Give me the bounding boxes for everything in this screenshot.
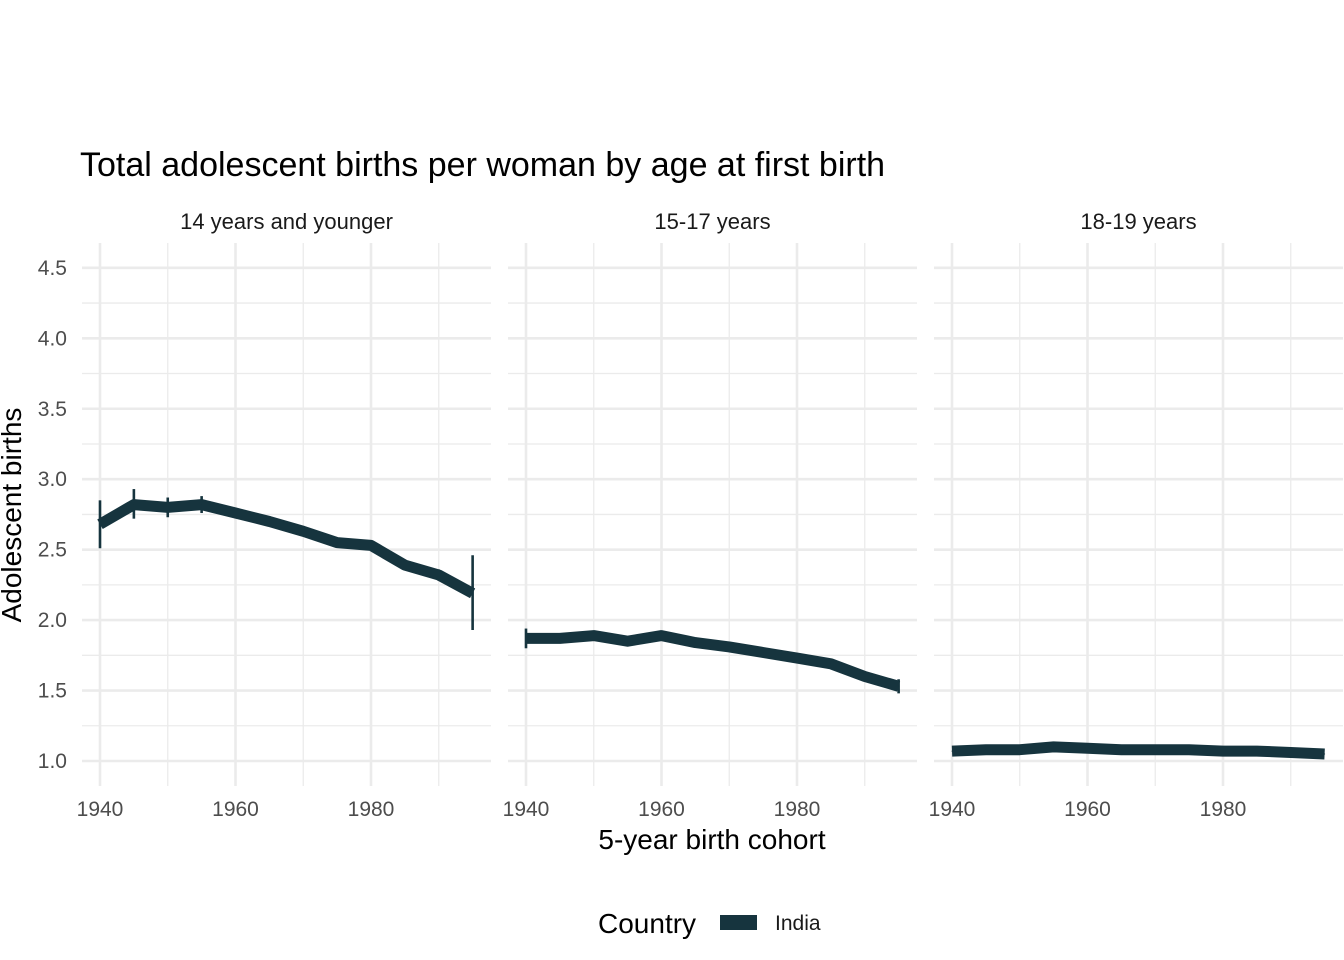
data-point [559, 637, 561, 639]
data-point [336, 542, 338, 544]
data-point [1019, 749, 1021, 751]
data-point [99, 523, 101, 525]
data-point [762, 652, 764, 654]
y-tick-label: 1.5 [38, 680, 67, 703]
x-tick-label: 1940 [503, 798, 550, 821]
x-tick-label: 1980 [1200, 798, 1247, 821]
data-point [864, 675, 866, 677]
data-point [525, 637, 527, 639]
data-point [951, 750, 953, 752]
y-tick-label: 3.0 [38, 468, 67, 491]
data-point [796, 657, 798, 659]
data-point [404, 564, 406, 566]
y-tick-label: 4.0 [38, 327, 67, 350]
panel-strip-label: 14 years and younger [180, 209, 393, 234]
data-point [1256, 750, 1258, 752]
panel-strip-label: 18-19 years [1080, 209, 1196, 234]
data-point [1222, 750, 1224, 752]
x-tick-label: 1960 [212, 798, 259, 821]
data-point [1154, 749, 1156, 751]
x-tick-label: 1980 [774, 798, 821, 821]
x-tick-label: 1960 [638, 798, 685, 821]
y-axis-title: Adolescent births [0, 408, 27, 623]
panel-3: 18-19 years 1940 1960 1980 [929, 209, 1343, 821]
y-tick-label: 2.5 [38, 539, 67, 562]
y-tick-label: 1.0 [38, 750, 67, 773]
data-point [472, 592, 474, 594]
data-point [694, 642, 696, 644]
series-line-india [951, 741, 1325, 760]
panel-1: 14 years and younger 1940 1960 1980 [77, 209, 491, 821]
data-point [268, 520, 270, 522]
legend-title: Country [598, 908, 696, 939]
panels: 1.0 1.5 2.0 2.5 3.0 3.5 4.0 4.5 14 years and you… [38, 209, 1343, 821]
data-point [133, 504, 135, 506]
data-point [1053, 746, 1055, 748]
series-line-india [97, 499, 476, 599]
data-point [438, 574, 440, 576]
data-point [627, 640, 629, 642]
x-tick-label: 1940 [929, 798, 976, 821]
chart-title: Total adolescent births per woman by age… [80, 146, 885, 184]
legend-key-india [720, 915, 757, 930]
data-point [1188, 749, 1190, 751]
y-tick-label: 2.0 [38, 609, 67, 632]
x-tick-label: 1960 [1064, 798, 1111, 821]
data-point [167, 506, 169, 508]
legend-label-india: India [775, 912, 821, 935]
panel-strip-label: 15-17 years [654, 209, 770, 234]
y-tick-label: 4.5 [38, 257, 67, 280]
data-point [661, 635, 662, 637]
legend: Country India [598, 908, 821, 939]
data-point [830, 663, 832, 665]
data-point [1120, 749, 1122, 751]
x-tick-label: 1980 [348, 798, 395, 821]
data-point [302, 530, 304, 532]
data-point [593, 635, 595, 637]
panel-2: 15-17 years 1940 1960 1980 [503, 209, 917, 821]
data-point [728, 646, 730, 648]
data-point [1324, 753, 1326, 755]
x-tick-label: 1940 [77, 798, 124, 821]
data-point [985, 749, 987, 751]
data-point [235, 512, 236, 514]
y-tick-label: 3.5 [38, 398, 67, 421]
data-point [898, 685, 900, 687]
data-point [370, 544, 372, 546]
series-line-india [526, 630, 901, 692]
data-point [201, 504, 203, 506]
data-point [1087, 747, 1088, 749]
x-axis-title: 5-year birth cohort [598, 824, 825, 855]
data-point [1290, 752, 1292, 754]
